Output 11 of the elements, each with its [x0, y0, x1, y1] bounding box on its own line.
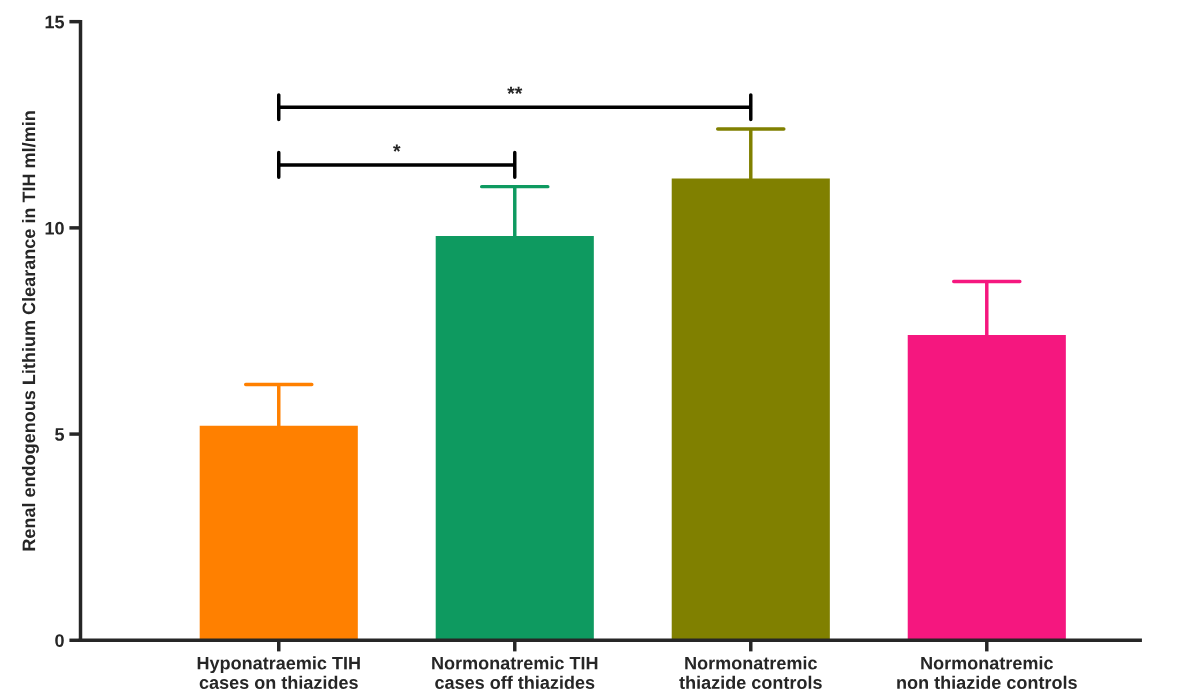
- y-axis-title: Renal endogenous Lithium Clearance in TIH ml/min: [21, 111, 39, 551]
- y-tick-label: 5: [55, 428, 65, 441]
- annotation: **: [507, 86, 523, 94]
- annotation: *: [393, 144, 401, 152]
- x-tick-label: Normonatremic TIH cases off thiazides: [432, 656, 598, 689]
- y-tick-label: 15: [45, 15, 65, 29]
- x-tick-label: Normonatremic thiazide controls: [679, 656, 822, 689]
- y-tick-label: 10: [45, 221, 64, 235]
- y-tick-label: 0: [55, 634, 64, 647]
- x-tick-label: Normonatremic non thiazide controls: [897, 656, 1077, 689]
- x-tick-label: Hyponatraemic TIH cases on thiazides: [197, 656, 360, 689]
